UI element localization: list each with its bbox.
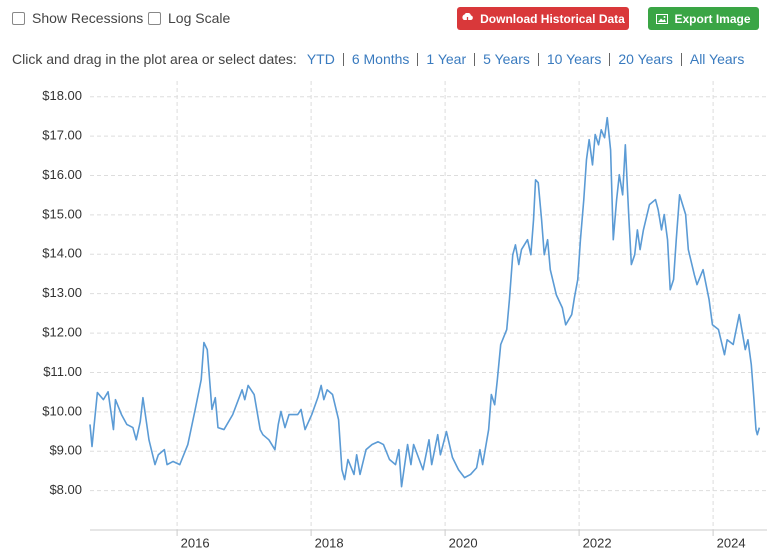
price-line — [89, 116, 761, 488]
checkbox-label[interactable]: Show Recessions — [32, 10, 144, 26]
x-tick-label: 2022 — [583, 535, 612, 550]
button-label[interactable]: Download Historical Data — [480, 11, 625, 26]
checkbox-log[interactable]: Log Scale — [148, 10, 230, 26]
range-prompt: Click and drag in the plot area or selec… — [12, 51, 297, 67]
y-tick-label: $8.00 — [49, 482, 82, 497]
x-tick-label: 2020 — [449, 535, 478, 550]
x-tick-label: 2024 — [717, 535, 746, 550]
y-tick-label: $9.00 — [49, 443, 82, 458]
range-link[interactable]: 10 Years — [546, 51, 602, 67]
range-link[interactable]: 6 Months — [351, 51, 410, 67]
range-link[interactable]: 1 Year — [426, 51, 467, 67]
separator — [680, 52, 682, 66]
y-tick-label: $18.00 — [42, 88, 82, 103]
separator — [609, 52, 611, 66]
y-tick-label: $15.00 — [42, 206, 82, 221]
separator — [474, 52, 476, 66]
download-icon — [462, 13, 473, 24]
checkbox[interactable] — [148, 11, 161, 25]
y-tick-label: $14.00 — [42, 246, 82, 261]
range-link[interactable]: 5 Years — [483, 51, 530, 67]
separator — [342, 52, 344, 66]
range-link[interactable]: YTD — [306, 51, 335, 67]
y-tick-label: $11.00 — [43, 364, 82, 379]
y-tick-label: $13.00 — [42, 285, 82, 300]
y-tick-label: $16.00 — [42, 167, 82, 182]
y-tick-label: $17.00 — [42, 128, 82, 143]
separator — [537, 52, 539, 66]
checkbox-label[interactable]: Log Scale — [168, 10, 231, 26]
image-icon — [656, 13, 669, 24]
download-button[interactable]: Download Historical Data — [457, 7, 629, 30]
export-button[interactable]: Export Image — [648, 7, 759, 30]
checkbox-recessions[interactable]: Show Recessions — [12, 10, 143, 26]
range-link[interactable]: All Years — [689, 51, 745, 67]
checkbox[interactable] — [12, 11, 25, 25]
x-tick-label: 2018 — [315, 535, 344, 550]
button-label[interactable]: Export Image — [674, 11, 751, 26]
x-tick-label: 2016 — [181, 535, 210, 550]
range-link[interactable]: 20 Years — [618, 51, 673, 67]
separator — [417, 52, 419, 66]
range-selector: Click and drag in the plot area or selec… — [12, 51, 744, 67]
y-tick-label: $10.00 — [42, 403, 82, 418]
y-tick-label: $12.00 — [42, 325, 82, 340]
